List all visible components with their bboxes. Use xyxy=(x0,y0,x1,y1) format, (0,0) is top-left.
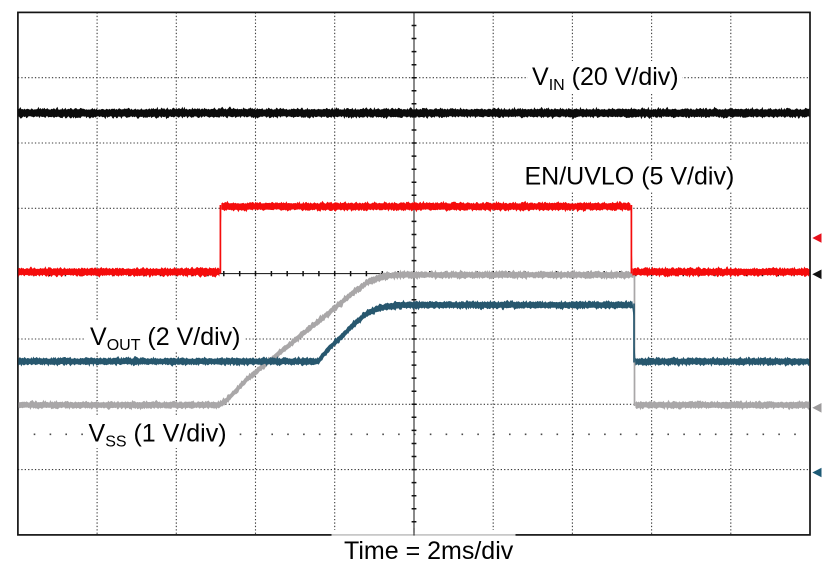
svg-text:EN/UVLO (5 V/div): EN/UVLO (5 V/div) xyxy=(525,163,735,191)
svg-text:Time = 2ms/div: Time = 2ms/div xyxy=(344,537,514,565)
svg-text:VSS (1 V/div): VSS (1 V/div) xyxy=(89,420,227,451)
